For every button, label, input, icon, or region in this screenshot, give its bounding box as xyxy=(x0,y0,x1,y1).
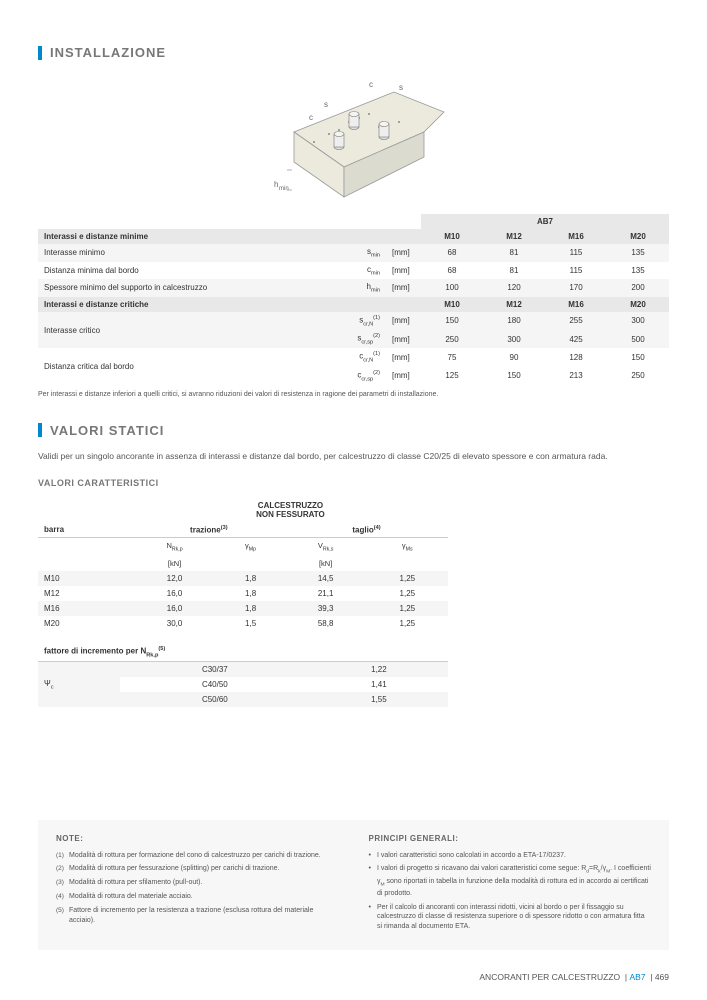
table-row: M1616,01,839,31,25 xyxy=(38,601,448,616)
note-item: (1)Modalità di rottura per formazione de… xyxy=(56,851,339,861)
section-title: INSTALLAZIONE xyxy=(50,45,166,60)
table-footnote: Per interassi e distanze inferiori a que… xyxy=(38,391,669,398)
table-row: Spessore minimo del supporto in calcestr… xyxy=(38,279,669,297)
principle-item: •I valori caratteristici sono calcolati … xyxy=(369,851,652,861)
column-header-row: barra trazione(3) taglio(4) xyxy=(38,522,448,538)
principle-item: •I valori di progetto si ricavano dai va… xyxy=(369,864,652,898)
svg-text:c: c xyxy=(369,80,373,89)
svg-text:c: c xyxy=(309,113,313,122)
notes-title: NOTE: xyxy=(56,834,339,843)
table-row: Interasse minimosmin[mm]6881115135 xyxy=(38,244,669,262)
principles-title: PRINCIPI GENERALI: xyxy=(369,834,652,843)
svg-text:s: s xyxy=(399,83,403,92)
note-item: (4)Modalità di rottura del materiale acc… xyxy=(56,892,339,902)
notes-box: NOTE: (1)Modalità di rottura per formazi… xyxy=(38,820,669,950)
footer-category: ANCORANTI PER CALCESTRUZZO xyxy=(479,972,620,982)
size-col: M12 xyxy=(483,229,545,244)
note-item: (2)Modalità di rottura per fessurazione … xyxy=(56,864,339,874)
table-row: Distanza critica dal bordoccr,N(1)[mm]75… xyxy=(38,348,669,366)
section-header: Interassi e distanze minime xyxy=(38,229,421,244)
sub-header-row: NRk,pγMpVRk,sγMs xyxy=(38,538,448,556)
note-item: (5)Fattore di incremento per la resisten… xyxy=(56,906,339,926)
table-row: ΨcC30/371,22 xyxy=(38,661,448,677)
table-row: M1012,01,814,51,25 xyxy=(38,571,448,586)
section-header-installation: INSTALLAZIONE xyxy=(38,45,669,60)
note-item: (3)Modalità di rottura per sfilamento (p… xyxy=(56,878,339,888)
size-col: M10 xyxy=(421,229,483,244)
page-footer: ANCORANTI PER CALCESTRUZZO | AB7 | 469 xyxy=(479,972,669,982)
table-row: M1216,01,821,11,25 xyxy=(38,586,448,601)
installation-diagram: c s s c hmin xyxy=(38,72,669,204)
section-header-static: VALORI STATICI xyxy=(38,423,669,438)
product-header: AB7 xyxy=(421,214,669,229)
svg-text:s: s xyxy=(324,100,328,109)
top-header: CALCESTRUZZONON FESSURATO xyxy=(133,498,448,522)
col-header: barra xyxy=(38,522,133,538)
principles-column: PRINCIPI GENERALI: •I valori caratterist… xyxy=(369,834,652,936)
accent-bar xyxy=(38,46,42,60)
header: fattore di incremento per NRk,p(5) xyxy=(38,643,448,662)
unit-row: [kN][kN] xyxy=(38,556,448,571)
section-title: VALORI STATICI xyxy=(50,423,164,438)
notes-column: NOTE: (1)Modalità di rottura per formazi… xyxy=(56,834,339,936)
principle-item: •Per il calcolo di ancoranti con interas… xyxy=(369,903,652,932)
col-header: taglio(4) xyxy=(285,522,448,538)
characteristic-values-table: CALCESTRUZZONON FESSURATO barra trazione… xyxy=(38,498,448,631)
table-header-row: Interassi e distanze critiche M10 M12 M1… xyxy=(38,297,669,312)
svg-text:h: h xyxy=(274,180,278,189)
installation-table: AB7 Interassi e distanze minime M10 M12 … xyxy=(38,214,669,385)
footer-page: 469 xyxy=(655,972,669,982)
increment-factor-table: fattore di incremento per NRk,p(5) ΨcC30… xyxy=(38,643,448,707)
section-header: Interassi e distanze critiche xyxy=(38,297,421,312)
size-col: M20 xyxy=(607,229,669,244)
product-header-row: AB7 xyxy=(38,214,669,229)
sub-title: VALORI CARATTERISTICI xyxy=(38,478,669,488)
footer-product: AB7 xyxy=(629,972,645,982)
table-header-row: Interassi e distanze minime M10 M12 M16 … xyxy=(38,229,669,244)
table-row: Interasse criticoscr,N(1)[mm]15018025530… xyxy=(38,312,669,330)
size-col: M16 xyxy=(545,229,607,244)
accent-bar xyxy=(38,423,42,437)
col-header: trazione(3) xyxy=(133,522,285,538)
intro-text: Validi per un singolo ancorante in assen… xyxy=(38,450,669,463)
svg-text:min: min xyxy=(279,186,289,192)
table-row: M2030,01,558,81,25 xyxy=(38,616,448,631)
table-row: Distanza minima dal bordocmin[mm]6881115… xyxy=(38,262,669,280)
table-header-row: fattore di incremento per NRk,p(5) xyxy=(38,643,448,662)
